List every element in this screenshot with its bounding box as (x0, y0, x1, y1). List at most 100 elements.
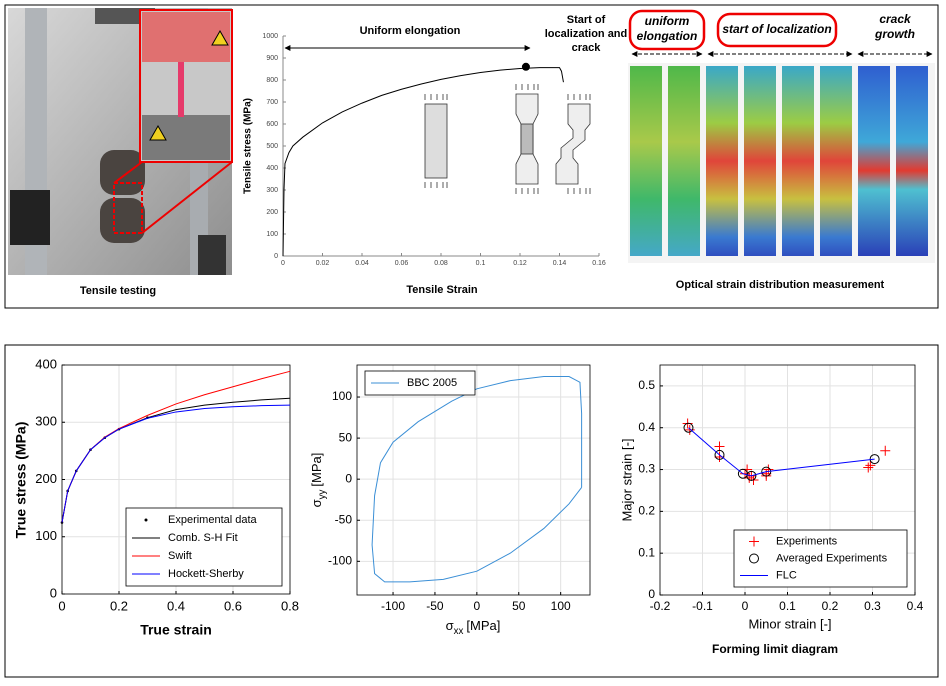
x-axis-label: Minor strain [-] (748, 616, 831, 631)
legend-swatch (144, 518, 148, 522)
y-tick-label: 0.4 (638, 420, 655, 434)
y-tick-label: 900 (266, 55, 278, 62)
annotation: Uniform elongation (360, 25, 461, 37)
series-line (61, 404, 291, 523)
data-point (865, 460, 876, 471)
y-tick-label: 1000 (262, 33, 278, 40)
y-tick-label: -100 (328, 553, 352, 567)
strain-strip (782, 66, 814, 256)
y-tick-label: 100 (332, 389, 352, 403)
legend-swatch (749, 536, 759, 547)
series-line (688, 427, 875, 477)
image-label: uniform (645, 14, 690, 28)
x-tick-label: -0.1 (692, 599, 713, 613)
x-axis-label-unit: [MPa] (466, 618, 500, 633)
top-panel (4, 4, 939, 309)
plot-frame (659, 364, 916, 596)
strain-strip (896, 66, 928, 256)
legend-label: Experimental data (168, 514, 258, 526)
x-tick-label: 0.06 (395, 260, 409, 267)
y-tick-label: 0 (345, 471, 352, 485)
x-tick-label: 0 (474, 599, 481, 613)
data-point (863, 462, 874, 473)
x-tick-label: 0 (742, 599, 749, 613)
y-tick-label: 200 (35, 471, 57, 486)
y-tick-label: -50 (335, 512, 353, 526)
y-axis-label: Major strain [-] (619, 438, 634, 521)
legend-label: Comb. S-H Fit (168, 532, 238, 544)
image-label: start of localization (722, 22, 831, 36)
caption: Tensile testing (80, 285, 156, 297)
y-tick-label: 300 (266, 187, 278, 194)
x-axis-label: Tensile Strain (406, 284, 478, 296)
data-point (684, 424, 695, 435)
y-tick-label: 100 (35, 528, 57, 543)
strain-strip (858, 66, 890, 256)
legend-box (125, 507, 283, 587)
annotation: Start of (567, 14, 606, 26)
data-point (761, 466, 772, 477)
series-line (282, 67, 564, 257)
y-axis-label-unit: [MPa] (309, 453, 324, 487)
x-tick-label: -100 (381, 599, 405, 613)
data-point (740, 468, 750, 479)
image-label: elongation (637, 29, 698, 43)
x-tick-label: 0.6 (224, 598, 242, 613)
image-label: crack (879, 12, 912, 26)
specimen-sketches (424, 84, 591, 194)
y-axis-label: True stress (MPa) (13, 422, 29, 539)
x-tick-label: -0.2 (650, 599, 671, 613)
y-tick-label: 100 (266, 231, 278, 238)
y-tick-label: 0.5 (638, 378, 655, 392)
y-tick-label: 800 (266, 77, 278, 84)
y-axis-label: σyy [MPa] (309, 453, 327, 508)
y-tick-label: 700 (266, 99, 278, 106)
x-tick-label: 0.1 (476, 260, 486, 267)
x-tick-label: 0.16 (592, 260, 606, 267)
y-tick-label: 0.2 (638, 504, 655, 518)
annotation: crack (572, 42, 602, 54)
plot-frame (356, 364, 591, 596)
x-tick-label: 0.1 (779, 599, 796, 613)
x-tick-label: 50 (512, 599, 526, 613)
x-tick-label: 0.04 (355, 260, 369, 267)
y-tick-label: 400 (35, 356, 57, 371)
strain-strip (668, 66, 700, 256)
x-tick-label: 0.12 (513, 260, 527, 267)
plot-frame (61, 364, 291, 595)
y-axis-label-symbol: σ (309, 499, 324, 507)
x-tick-label: 0.08 (434, 260, 448, 267)
strain-image (628, 63, 935, 263)
x-axis-label-subscript: xx (454, 626, 464, 637)
x-axis-label: σxx [MPa] (446, 618, 501, 636)
data-point (744, 472, 755, 483)
x-axis-label: True strain (140, 622, 212, 638)
data-point (683, 422, 694, 433)
strain-labels-frame (628, 9, 933, 57)
x-tick-label: 100 (551, 599, 571, 613)
x-axis-label-symbol: σ (446, 618, 454, 633)
y-tick-label: 400 (266, 165, 278, 172)
legend-label: Hockett-Sherby (168, 568, 244, 580)
caption: Forming limit diagram (712, 642, 838, 656)
strain-strip (630, 66, 662, 256)
y-tick-label: 300 (35, 414, 57, 429)
y-axis-label: Tensile stress (MPa) (243, 98, 254, 194)
legend-swatch (749, 553, 759, 564)
y-tick-label: 600 (266, 121, 278, 128)
y-tick-label: 0 (648, 587, 655, 601)
x-tick-label: 0.2 (110, 598, 128, 613)
legend-label: Swift (168, 550, 192, 562)
x-tick-label: -50 (426, 599, 444, 613)
data-point (746, 470, 757, 481)
caption: Optical strain distribution measurement (676, 279, 885, 291)
data-point (869, 454, 880, 465)
series-line (371, 376, 583, 583)
x-tick-label: 0.3 (864, 599, 881, 613)
y-tick-label: 50 (339, 430, 353, 444)
x-tick-label: 0 (281, 260, 285, 267)
data-point (763, 464, 774, 475)
tensile-photo (8, 8, 233, 275)
legend-label: BBC 2005 (407, 377, 457, 389)
